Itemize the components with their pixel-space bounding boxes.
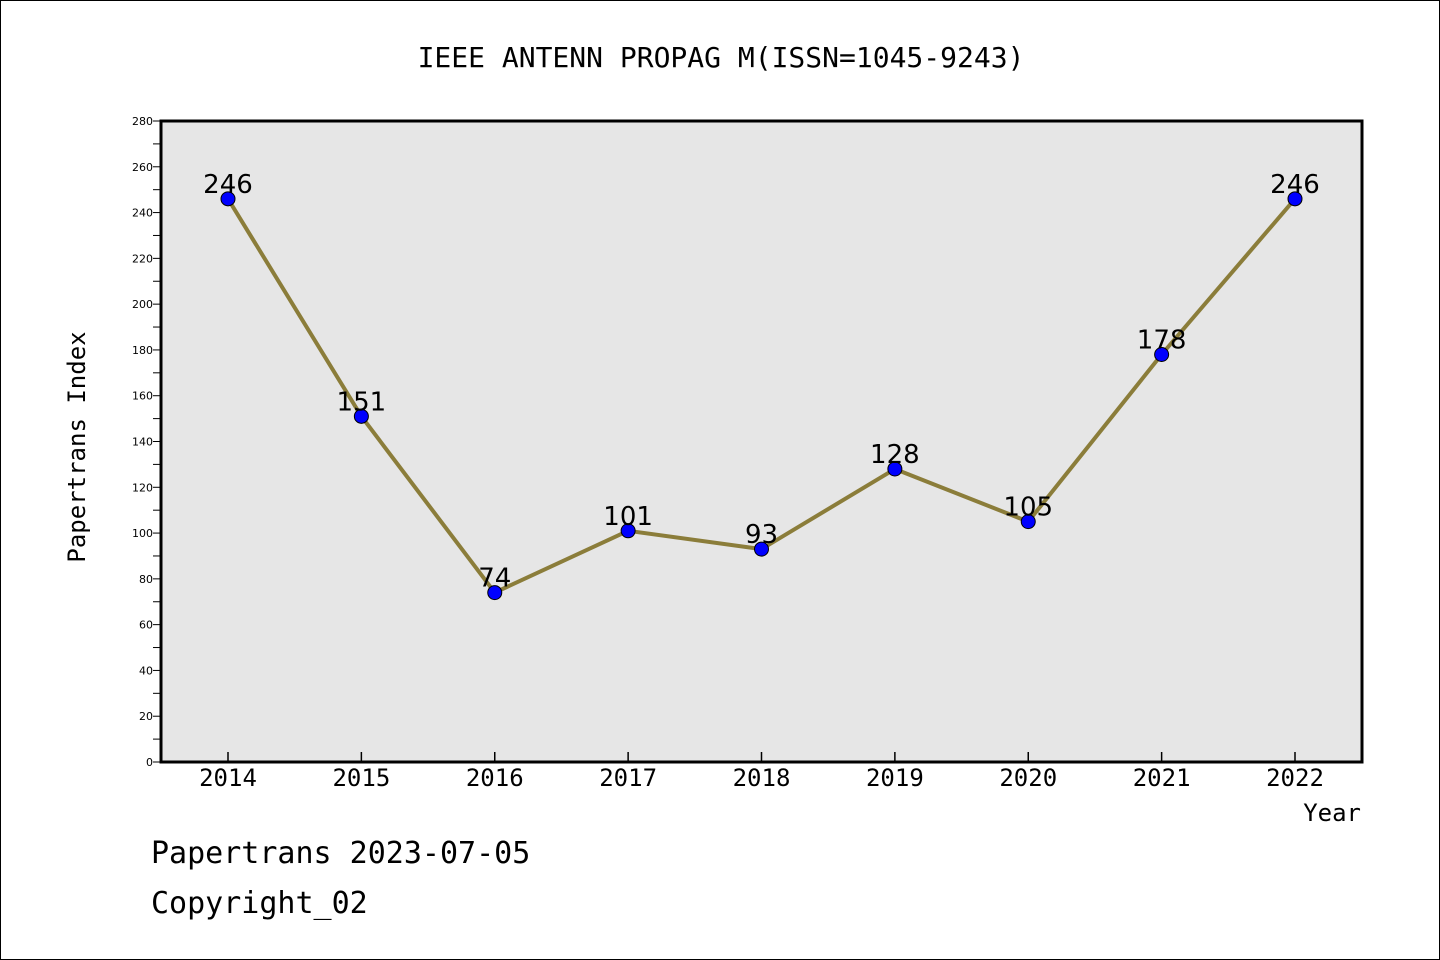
- x-tick-label: 2020: [999, 764, 1057, 792]
- y-tick-label: 140: [132, 436, 153, 449]
- y-tick-label: 100: [132, 527, 153, 540]
- data-point: [754, 541, 769, 557]
- data-label: 74: [478, 564, 511, 594]
- data-label: 246: [203, 170, 253, 200]
- data-label: 246: [1270, 170, 1320, 200]
- y-tick-label: 0: [146, 756, 153, 769]
- x-tick-label: 2022: [1266, 764, 1324, 792]
- x-tick-label: 2015: [332, 764, 390, 792]
- data-label: 151: [337, 387, 387, 417]
- data-label: 93: [745, 520, 778, 550]
- y-tick-label: 80: [139, 573, 153, 586]
- footer-copyright: Copyright_02: [151, 886, 368, 921]
- x-tick-label: 2016: [466, 764, 524, 792]
- data-points: [220, 191, 1303, 601]
- y-tick-label: 180: [132, 344, 153, 357]
- data-point: [620, 523, 636, 539]
- data-labels: 246 151 74 101 93 128 105 178 246: [203, 170, 1320, 594]
- data-point: [887, 461, 903, 477]
- y-tick-label: 280: [132, 115, 153, 128]
- y-tick-label: 160: [132, 390, 153, 403]
- y-tick-label: 60: [139, 619, 153, 632]
- data-label: 128: [870, 440, 920, 470]
- data-point: [1287, 191, 1303, 207]
- x-axis-label: Year: [1303, 799, 1361, 827]
- y-tick-label: 200: [132, 298, 153, 311]
- y-axis: 0 20 40 60 80 100 120 140 160 180 200 220 240 260 280: [132, 115, 161, 769]
- data-label: 105: [1003, 493, 1053, 523]
- data-label: 101: [603, 502, 653, 532]
- y-tick-label: 40: [139, 664, 153, 677]
- data-point: [1020, 514, 1036, 530]
- x-tick-label: 2018: [733, 764, 791, 792]
- data-point: [220, 191, 236, 207]
- chart-title: IEEE ANTENN PROPAG M(ISSN=1045-9243): [418, 41, 1025, 74]
- x-tick-label: 2014: [199, 764, 257, 792]
- footer-date: Papertrans 2023-07-05: [151, 836, 531, 871]
- data-point: [353, 408, 369, 424]
- y-tick-label: 220: [132, 252, 153, 265]
- data-label: 178: [1137, 326, 1187, 356]
- x-axis: 2014 2015 2016 2017 2018 2019 2020 2021 2022: [199, 752, 1324, 792]
- y-axis-label: Papertrans Index: [63, 331, 91, 562]
- plot-area: [159, 119, 1364, 764]
- data-point: [1154, 347, 1170, 363]
- y-tick-label: 20: [139, 710, 153, 723]
- x-tick-label: 2017: [599, 764, 657, 792]
- data-point: [487, 585, 503, 601]
- y-tick-label: 120: [132, 481, 153, 494]
- x-tick-label: 2021: [1133, 764, 1191, 792]
- y-tick-label: 240: [132, 207, 153, 220]
- x-tick-label: 2019: [866, 764, 924, 792]
- y-tick-label: 260: [132, 161, 153, 174]
